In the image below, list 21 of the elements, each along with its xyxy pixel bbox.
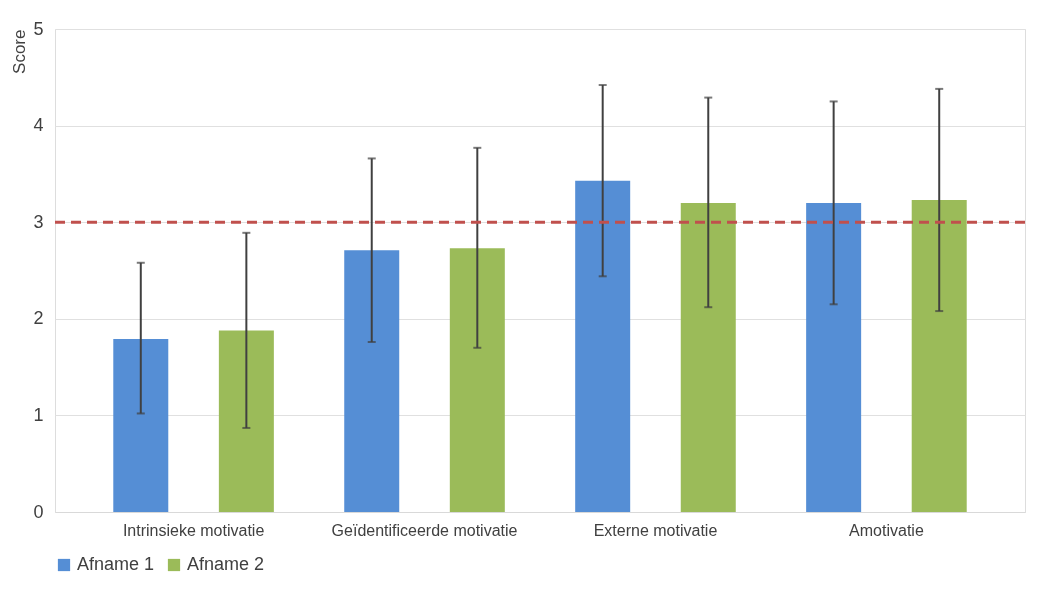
bar xyxy=(680,202,736,512)
bar xyxy=(911,199,967,512)
x-tick-label: Externe motivatie xyxy=(593,521,718,539)
bar xyxy=(575,180,631,512)
x-tick-label: Geïdentificeerde motivatie xyxy=(331,521,518,539)
x-tick-label: Intrinsieke motivatie xyxy=(122,521,265,539)
bar xyxy=(218,330,274,512)
y-tick-label: 4 xyxy=(33,115,44,136)
y-tick-label: 5 xyxy=(33,18,44,39)
y-axis-title: Score xyxy=(10,29,30,74)
x-tick-label: Amotivatie xyxy=(849,521,924,539)
y-tick-label: 2 xyxy=(33,308,44,329)
bar xyxy=(806,202,862,512)
bar xyxy=(449,248,505,512)
legend-label: Afname 2 xyxy=(187,554,265,574)
bar xyxy=(113,339,169,512)
y-tick-label: 0 xyxy=(33,501,44,522)
y-tick-label: 1 xyxy=(33,404,44,425)
y-tick-label: 3 xyxy=(33,211,44,232)
bar xyxy=(344,250,400,512)
legend-label: Afname 1 xyxy=(77,554,155,574)
